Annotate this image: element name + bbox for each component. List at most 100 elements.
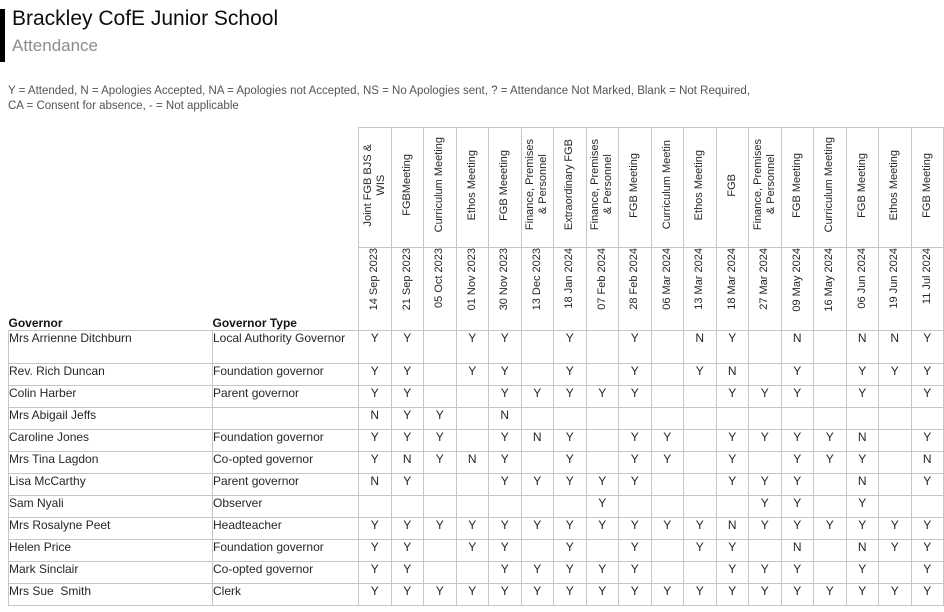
- attendance-cell: Y: [488, 385, 522, 408]
- meeting-header-cell: Finance, Premises & Personnel: [520, 127, 554, 248]
- attendance-cell: [813, 473, 847, 496]
- attendance-cell: Y: [618, 561, 652, 584]
- attendance-cell: Y: [715, 473, 749, 496]
- attendance-cell: [683, 561, 717, 584]
- attendance-cell: Y: [650, 583, 684, 606]
- attendance-cell: Y: [715, 330, 749, 364]
- attendance-cell: Y: [748, 385, 782, 408]
- attendance-cell: Y: [910, 385, 944, 408]
- attendance-cell: Y: [423, 583, 457, 606]
- attendance-cell: Y: [618, 451, 652, 474]
- attendance-cell: [585, 363, 619, 386]
- attendance-cell: N: [715, 363, 749, 386]
- attendance-cell: Y: [845, 583, 879, 606]
- attendance-cell: Y: [585, 473, 619, 496]
- attendance-cell: Y: [553, 539, 587, 562]
- meeting-header-label: FGB: [725, 173, 738, 197]
- attendance-cell: Y: [813, 451, 847, 474]
- date-header-label: 14 Sep 2023: [368, 248, 381, 311]
- meeting-header-label: FGB Meeting: [628, 152, 641, 218]
- attendance-cell: Y: [618, 583, 652, 606]
- attendance-cell: Y: [748, 517, 782, 540]
- attendance-cell: Y: [390, 561, 424, 584]
- attendance-cell: Y: [553, 451, 587, 474]
- date-header-label: 21 Sep 2023: [400, 248, 413, 311]
- governor-name-cell: Colin Harber: [8, 385, 213, 408]
- attendance-cell: Y: [780, 385, 814, 408]
- attendance-cell: Y: [488, 583, 522, 606]
- attendance-cell: Y: [715, 539, 749, 562]
- attendance-cell: N: [878, 330, 912, 364]
- attendance-cell: Y: [585, 495, 619, 518]
- attendance-cell: Y: [683, 539, 717, 562]
- attendance-cell: Y: [780, 561, 814, 584]
- attendance-cell: Y: [520, 473, 554, 496]
- attendance-cell: Y: [585, 517, 619, 540]
- governor-name-cell: Lisa McCarthy: [8, 473, 213, 496]
- attendance-cell: [358, 495, 392, 518]
- legend: Y = Attended, N = Apologies Accepted, NA…: [8, 84, 750, 114]
- attendance-cell: Y: [910, 561, 944, 584]
- attendance-cell: N: [845, 539, 879, 562]
- date-header-cell: 28 Feb 2024: [618, 247, 652, 331]
- meeting-header-cell: Finance, Premises & Personnel: [585, 127, 619, 248]
- meeting-header-cell: Joint FGB BJS & WIS: [358, 127, 392, 248]
- attendance-cell: Y: [650, 429, 684, 452]
- page-title: Brackley CofE Junior School: [12, 7, 279, 30]
- meeting-header-label: Finance, Premises & Personnel: [589, 139, 615, 231]
- attendance-cell: [813, 561, 847, 584]
- legend-line-1: Y = Attended, N = Apologies Accepted, NA…: [8, 85, 751, 97]
- attendance-cell: [488, 495, 522, 518]
- attendance-cell: [585, 330, 619, 364]
- attendance-cell: Y: [488, 429, 522, 452]
- governor-row: Mrs Abigail Jeffs N Y Y N: [8, 407, 944, 430]
- governor-type-cell: Local Authority Governor: [212, 330, 359, 364]
- attendance-cell: [423, 385, 457, 408]
- attendance-cell: Y: [715, 451, 749, 474]
- meeting-header-label: FGBMeeting: [400, 154, 413, 216]
- date-header-cell: 01 Nov 2023: [455, 247, 489, 331]
- governor-type-cell: [212, 407, 359, 430]
- governor-name-cell: Rev. Rich Duncan: [8, 363, 213, 386]
- attendance-cell: N: [520, 429, 554, 452]
- attendance-cell: [390, 495, 424, 518]
- meeting-header-label: Joint FGB BJS & WIS: [361, 143, 387, 227]
- attendance-cell: [748, 451, 782, 474]
- attendance-cell: [813, 385, 847, 408]
- meeting-header-label: Ethos Meeting: [888, 149, 901, 221]
- attendance-cell: Y: [358, 539, 392, 562]
- attendance-cell: [715, 495, 749, 518]
- governor-name-cell: Mrs Rosalyne Peet: [8, 517, 213, 540]
- attendance-cell: Y: [488, 539, 522, 562]
- governor-name-cell: Mrs Sue Smith: [8, 583, 213, 606]
- attendance-cell: Y: [715, 385, 749, 408]
- attendance-cell: Y: [618, 473, 652, 496]
- date-header-cell: 07 Feb 2024: [585, 247, 619, 331]
- attendance-cell: Y: [553, 517, 587, 540]
- attendance-cell: Y: [390, 473, 424, 496]
- attendance-cell: Y: [748, 429, 782, 452]
- attendance-cell: Y: [390, 583, 424, 606]
- attendance-cell: [683, 407, 717, 430]
- attendance-cell: Y: [553, 429, 587, 452]
- attendance-cell: Y: [813, 517, 847, 540]
- attendance-cell: [748, 539, 782, 562]
- attendance-cell: Y: [780, 473, 814, 496]
- attendance-cell: [455, 429, 489, 452]
- meeting-header-label: Curriculum Meeting: [823, 137, 836, 233]
- governor-type-cell: Foundation governor: [212, 429, 359, 452]
- header-spacer-cell: [9, 128, 213, 248]
- meeting-header-label: Ethos Meeting: [465, 149, 478, 221]
- date-header-cell: 06 Jun 2024: [845, 247, 879, 331]
- attendance-cell: Y: [390, 429, 424, 452]
- governor-type-cell: Co-opted governor: [212, 561, 359, 584]
- governor-column-header: Governor: [8, 316, 63, 330]
- attendance-cell: [813, 363, 847, 386]
- attendance-cell: Y: [455, 330, 489, 364]
- governor-name-cell: Mrs Tina Lagdon: [8, 451, 213, 474]
- attendance-cell: Y: [878, 363, 912, 386]
- attendance-cell: [813, 407, 847, 430]
- attendance-cell: [423, 330, 457, 364]
- governor-row: Lisa McCarthy Parent governor N Y Y Y Y Y Y Y Y Y N Y: [8, 473, 944, 496]
- governor-name-cell: Mark Sinclair: [8, 561, 213, 584]
